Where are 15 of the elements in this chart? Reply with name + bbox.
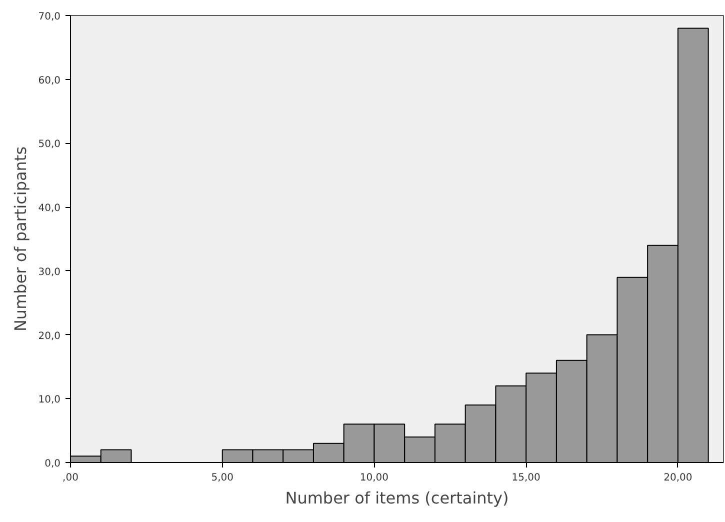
x-tick-label: ,00 <box>62 472 78 484</box>
y-tick-label: 20,0 <box>38 330 60 342</box>
y-tick-label: 50,0 <box>38 139 60 150</box>
x-tick-label: 10,00 <box>360 472 389 484</box>
y-tick-label: 30,0 <box>38 266 60 278</box>
y-tick-label: 10,0 <box>38 394 60 406</box>
y-axis-title: Number of participants <box>11 146 30 332</box>
x-tick-label: 5,00 <box>211 472 234 484</box>
y-tick-label: 60,0 <box>38 75 60 86</box>
y-tick-label: 40,0 <box>38 203 60 214</box>
x-tick-label: 15,00 <box>512 472 540 484</box>
x-tick-label: 20,00 <box>664 472 692 484</box>
y-tick-label: 0,0 <box>44 458 61 470</box>
y-tick-label: 70,0 <box>38 12 60 22</box>
x-axis-title: Number of items (certainty) <box>285 488 509 508</box>
